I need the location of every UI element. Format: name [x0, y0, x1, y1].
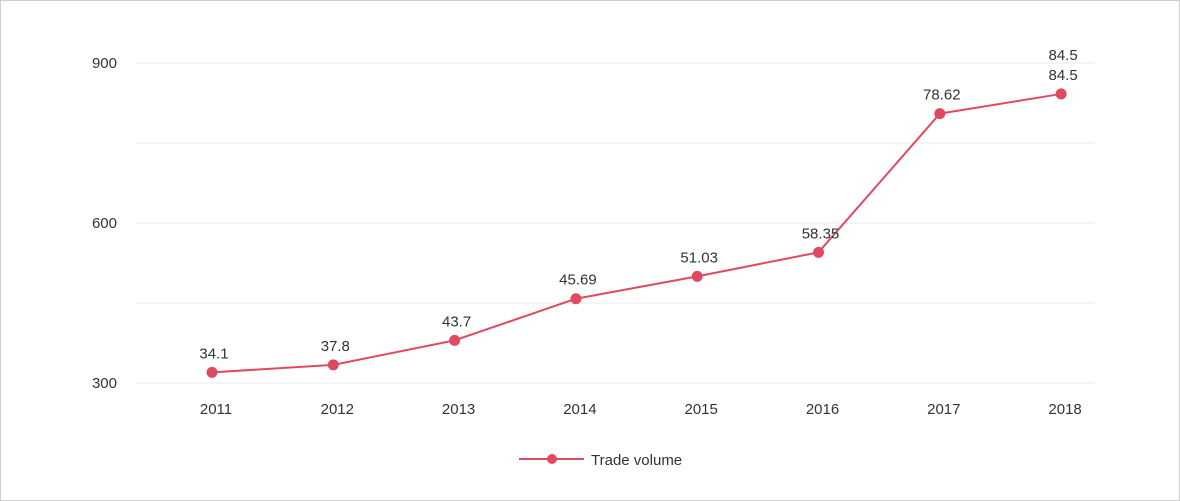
legend: Trade volume — [519, 452, 682, 469]
series-layer — [206, 88, 1067, 378]
x-tick-label: 2012 — [321, 401, 354, 418]
data-point — [934, 108, 946, 120]
data-point — [813, 246, 824, 258]
x-tick-label: 2011 — [200, 401, 232, 418]
y-tick-label: 300 — [92, 375, 117, 392]
data-label: 45.69 — [559, 272, 597, 289]
x-tick-label: 2014 — [563, 401, 596, 418]
data-label: 43.7 — [442, 313, 471, 330]
legend-marker — [547, 454, 557, 464]
x-tick-label: 2018 — [1048, 401, 1081, 418]
data-label-extra: 84.5 — [1048, 47, 1077, 64]
labels-layer: 34.1 37.8 43.7 45.69 51.03 58.35 78.62 84.5 84.5 — [199, 47, 1077, 362]
data-label: 37.8 — [321, 338, 350, 355]
y-tick-label: 900 — [92, 55, 117, 72]
legend-label: Trade volume — [591, 452, 682, 469]
data-label: 58.35 — [802, 225, 840, 242]
axis-layer: 300 600 900 2011 2012 2013 2014 2015 2016 2017 201… — [92, 55, 1082, 418]
data-point — [570, 293, 582, 305]
x-tick-label: 2016 — [806, 401, 839, 418]
data-point — [449, 334, 461, 346]
x-tick-label: 2013 — [442, 401, 475, 418]
data-point — [206, 366, 218, 378]
data-point — [691, 270, 703, 282]
data-point — [327, 359, 339, 371]
grid-layer — [136, 62, 1094, 384]
data-label: 78.62 — [923, 87, 961, 104]
data-label: 84.5 — [1048, 67, 1077, 84]
series-line — [211, 92, 1062, 374]
data-label: 51.03 — [680, 249, 718, 266]
x-tick-label: 2017 — [927, 401, 960, 418]
x-tick-label: 2015 — [685, 401, 718, 418]
y-tick-label: 600 — [92, 215, 117, 232]
data-point — [1055, 88, 1067, 100]
data-label: 34.1 — [199, 345, 228, 362]
